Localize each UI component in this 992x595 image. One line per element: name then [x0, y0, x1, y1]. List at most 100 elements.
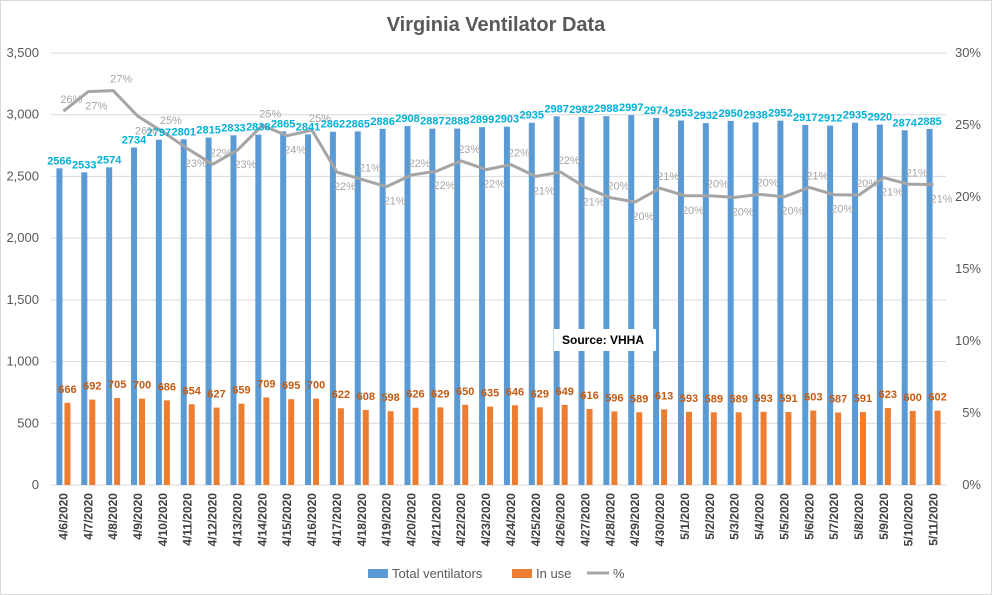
- percent-value-label: 25%: [160, 115, 182, 127]
- percent-value-label: 21%: [533, 185, 555, 197]
- x-tick-label: 4/15/2020: [280, 493, 294, 547]
- bar-in-use: [636, 412, 643, 485]
- total-value-label: 2885: [917, 116, 941, 128]
- total-value-label: 2533: [72, 159, 96, 171]
- percent-value-label: 24%: [284, 145, 306, 157]
- bar-total-ventilators: [379, 128, 386, 485]
- data-labels: 2566 666 2533 692 2574 705 2734 700 2797 686 2801 6…: [47, 74, 953, 406]
- total-value-label: 2938: [743, 109, 767, 121]
- total-value-label: 2987: [544, 103, 568, 115]
- bar-in-use: [536, 407, 543, 485]
- inuse-value-label: 587: [829, 394, 847, 406]
- bar-in-use: [760, 411, 767, 485]
- y-tick-label: 2,500: [6, 168, 39, 183]
- percent-value-label: 20%: [856, 178, 878, 190]
- total-value-label: 2865: [346, 118, 370, 130]
- bar-in-use: [412, 407, 419, 485]
- x-tick-label: 4/26/2020: [554, 493, 568, 547]
- bars: [56, 115, 941, 486]
- x-tick-label: 4/18/2020: [355, 493, 369, 547]
- total-value-label: 2888: [445, 116, 469, 128]
- x-tick-label: 4/28/2020: [603, 493, 617, 547]
- source-annotation: Source: VHHA: [554, 329, 656, 351]
- inuse-value-label: 692: [83, 381, 101, 393]
- percent-value-label: 25%: [259, 108, 281, 120]
- bar-in-use: [710, 412, 717, 485]
- legend-label-inuse: In use: [536, 566, 571, 581]
- bar-in-use: [437, 407, 444, 485]
- y-tick-label: 500: [17, 415, 39, 430]
- percent-value-label: 21%: [657, 171, 679, 183]
- percent-value-label: 20%: [682, 205, 704, 217]
- bar-total-ventilators: [802, 124, 809, 485]
- x-tick-label: 5/5/2020: [777, 493, 791, 540]
- x-tick-label: 5/9/2020: [877, 493, 891, 540]
- inuse-value-label: 603: [804, 392, 822, 404]
- bar-in-use: [337, 408, 344, 485]
- bar-total-ventilators: [777, 120, 784, 485]
- x-tick-label: 4/19/2020: [380, 493, 394, 547]
- bar-total-ventilators: [56, 168, 63, 485]
- x-tick-label: 4/10/2020: [156, 493, 170, 547]
- x-tick-label: 4/13/2020: [230, 493, 244, 547]
- total-value-label: 2952: [768, 108, 792, 120]
- percent-value-label: 21%: [881, 187, 903, 199]
- percent-value-label: 20%: [632, 211, 654, 223]
- total-value-label: 2815: [196, 125, 220, 137]
- axes: 0 500 1,000 1,500 2,000 2,500 3,000 3,500 0% 5% 10…: [6, 45, 981, 546]
- percent-value-label: 23%: [458, 144, 480, 156]
- inuse-value-label: 649: [555, 386, 573, 398]
- y2-tick-label: 5%: [962, 405, 981, 420]
- percent-value-label: 23%: [185, 158, 207, 170]
- percent-value-label: 21%: [806, 170, 828, 182]
- x-tick-label: 4/11/2020: [181, 493, 195, 546]
- total-value-label: 2935: [520, 110, 544, 122]
- percent-value-label: 21%: [582, 196, 604, 208]
- total-value-label: 2833: [221, 122, 245, 134]
- y2-tick-label: 20%: [955, 189, 981, 204]
- bar-total-ventilators: [926, 128, 933, 485]
- bar-total-ventilators: [528, 122, 535, 485]
- bar-total-ventilators: [305, 134, 312, 486]
- inuse-value-label: 629: [531, 388, 549, 400]
- inuse-value-label: 700: [307, 380, 325, 392]
- x-tick-label: 5/4/2020: [753, 493, 767, 540]
- source-annotation-text: Source: VHHA: [562, 333, 644, 347]
- bar-in-use: [909, 410, 916, 485]
- total-value-label: 2566: [47, 155, 71, 167]
- bar-total-ventilators: [329, 131, 336, 485]
- percent-value-label: 25%: [309, 113, 331, 125]
- inuse-value-label: 623: [879, 389, 897, 401]
- inuse-value-label: 616: [580, 390, 598, 402]
- percent-value-label: 22%: [334, 181, 356, 193]
- percent-value-label: 20%: [757, 177, 779, 189]
- percent-value-label: 20%: [831, 204, 853, 216]
- total-value-label: 2903: [495, 114, 519, 126]
- x-tick-label: 4/22/2020: [454, 493, 468, 547]
- inuse-value-label: 600: [904, 392, 922, 404]
- x-tick-label: 4/21/2020: [429, 493, 443, 547]
- bar-total-ventilators: [901, 130, 908, 485]
- y-tick-label: 0: [32, 477, 39, 492]
- inuse-value-label: 686: [158, 381, 176, 393]
- total-value-label: 2974: [644, 105, 669, 117]
- total-value-label: 2841: [296, 121, 320, 133]
- x-tick-label: 4/16/2020: [305, 493, 319, 547]
- percent-value-label: 26%: [135, 125, 157, 137]
- bar-in-use: [163, 400, 170, 485]
- percent-value-label: 20%: [707, 179, 729, 191]
- x-tick-label: 5/1/2020: [678, 493, 692, 540]
- bar-total-ventilators: [131, 147, 138, 486]
- inuse-value-label: 635: [481, 388, 499, 400]
- bar-in-use: [785, 412, 792, 485]
- bar-total-ventilators: [106, 167, 113, 485]
- inuse-value-label: 593: [680, 393, 698, 405]
- bar-total-ventilators: [354, 131, 361, 485]
- y2-tick-label: 0%: [962, 477, 981, 492]
- bar-total-ventilators: [429, 128, 436, 485]
- x-tick-label: 5/3/2020: [728, 493, 742, 540]
- percent-value-label: 22%: [408, 158, 430, 170]
- bar-in-use: [810, 410, 817, 485]
